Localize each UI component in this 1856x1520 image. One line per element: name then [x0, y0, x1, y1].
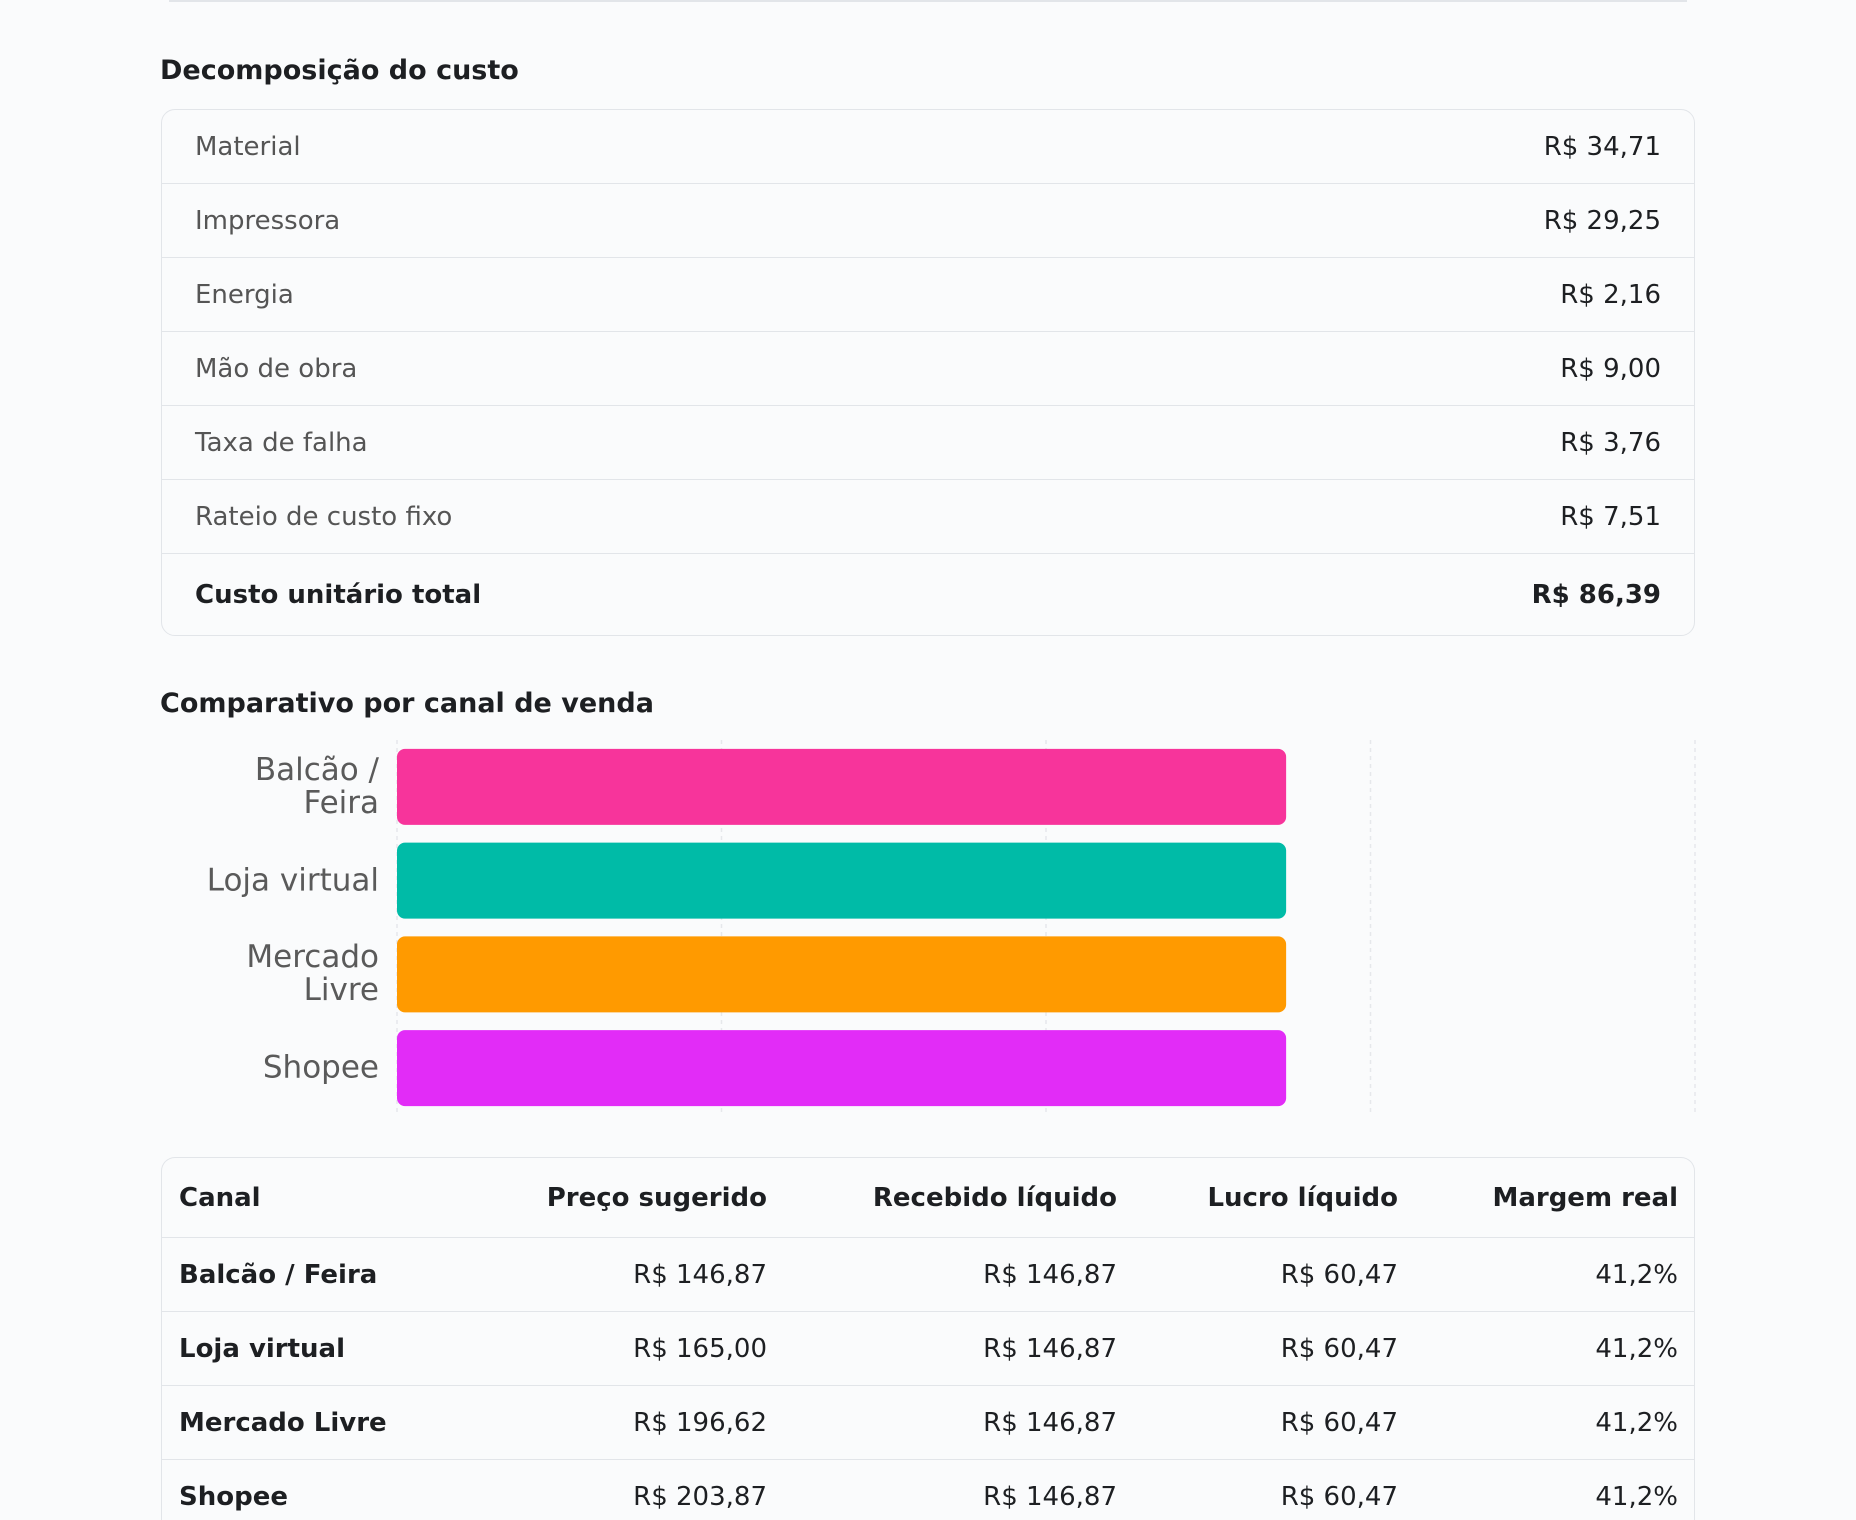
header-row: Canal Preço sugerido Recebido líquido Lucro… [162, 1158, 1694, 1238]
cost-row: Impressora R$ 29,25 [162, 184, 1694, 258]
cost-label: Material [195, 131, 301, 162]
cost-table: Material R$ 34,71 Impressora R$ 29,25 Energi… [161, 109, 1695, 636]
cost-value: R$ 29,25 [1543, 205, 1661, 236]
channel-cell: R$ 60,47 [1280, 1407, 1398, 1438]
cost-row: Taxa de falha R$ 3,76 [162, 406, 1694, 480]
channel-name: Balcão / Feira [179, 1259, 378, 1290]
cost-value: R$ 3,76 [1560, 427, 1661, 458]
cost-row: Mão de obra R$ 9,00 [162, 332, 1694, 406]
cost-row: Rateio de custo fixo R$ 7,51 [162, 480, 1694, 554]
channel-row: Mercado Livre R$ 196,62 R$ 146,87 R$ 60,47 4… [162, 1386, 1694, 1460]
category-label: Mercado Livre [246, 939, 379, 1009]
column-header: Preço sugerido [546, 1182, 767, 1213]
cost-value: R$ 7,51 [1560, 501, 1661, 532]
channel-cell: R$ 146,87 [633, 1259, 767, 1290]
column-header: Margem real [1492, 1182, 1678, 1213]
cost-label: Mão de obra [195, 353, 358, 384]
channel-cell: R$ 60,47 [1280, 1259, 1398, 1290]
channel-cell: R$ 146,87 [983, 1482, 1117, 1512]
bar [397, 1030, 1287, 1107]
column-header: Lucro líquido [1207, 1182, 1398, 1213]
channel-row: Shopee R$ 203,87 R$ 146,87 R$ 60,47 41,2% [162, 1460, 1694, 1520]
channel-cell: 41,2% [1595, 1407, 1678, 1438]
cost-label: Energia [195, 279, 294, 310]
channel-name: Mercado Livre [179, 1407, 387, 1438]
cost-label: Taxa de falha [195, 427, 368, 458]
bar [397, 748, 1287, 825]
cost-row: Energia R$ 2,16 [162, 258, 1694, 332]
cost-value: R$ 2,16 [1560, 279, 1661, 310]
cost-label: Impressora [195, 205, 341, 236]
channel-row: Balcão / Feira R$ 146,87 R$ 146,87 R$ 60,47… [162, 1238, 1694, 1312]
cost-row: Material R$ 34,71 [162, 110, 1694, 184]
cost-total-value: R$ 86,39 [1531, 579, 1661, 610]
channel-cell: R$ 146,87 [983, 1333, 1117, 1364]
bar [397, 936, 1287, 1013]
section-title: Decomposição do custo [160, 55, 519, 86]
column-header: Canal [179, 1182, 261, 1213]
category-label: Loja virtual [206, 862, 379, 899]
column-header: Recebido líquido [872, 1182, 1117, 1213]
channel-cell: R$ 60,47 [1280, 1482, 1398, 1512]
channel-cell: R$ 146,87 [983, 1259, 1117, 1290]
channel-cell: R$ 165,00 [633, 1333, 767, 1364]
channel-cell: R$ 203,87 [633, 1482, 767, 1512]
chart [396, 740, 1696, 1115]
section-title: Comparativo por canal de venda [160, 688, 654, 719]
channel-name: Loja virtual [179, 1333, 346, 1364]
channel-cell: 41,2% [1595, 1259, 1678, 1290]
cost-value: R$ 9,00 [1560, 353, 1661, 384]
bar [397, 842, 1287, 919]
cost-total-row: Custo unitário total R$ 86,39 [162, 554, 1694, 635]
cost-value: R$ 34,71 [1543, 131, 1661, 162]
divider [169, 0, 1687, 2]
category-label: Shopee [262, 1049, 379, 1086]
channel-row: Loja virtual R$ 165,00 R$ 146,87 R$ 60,47 41… [162, 1312, 1694, 1386]
cost-total-label: Custo unitário total [195, 579, 482, 610]
category-label: Balcão / Feira [254, 751, 379, 821]
channel-cell: 41,2% [1595, 1333, 1678, 1364]
channel-cell: R$ 146,87 [983, 1407, 1117, 1438]
channel-cell: R$ 60,47 [1280, 1333, 1398, 1364]
channel-cell: 41,2% [1595, 1482, 1678, 1512]
channel-cell: R$ 196,62 [633, 1407, 767, 1438]
channel-table: Canal Preço sugerido Recebido líquido Lucro… [161, 1157, 1695, 1520]
cost-label: Rateio de custo fixo [195, 501, 453, 532]
channel-name: Shopee [179, 1482, 288, 1512]
